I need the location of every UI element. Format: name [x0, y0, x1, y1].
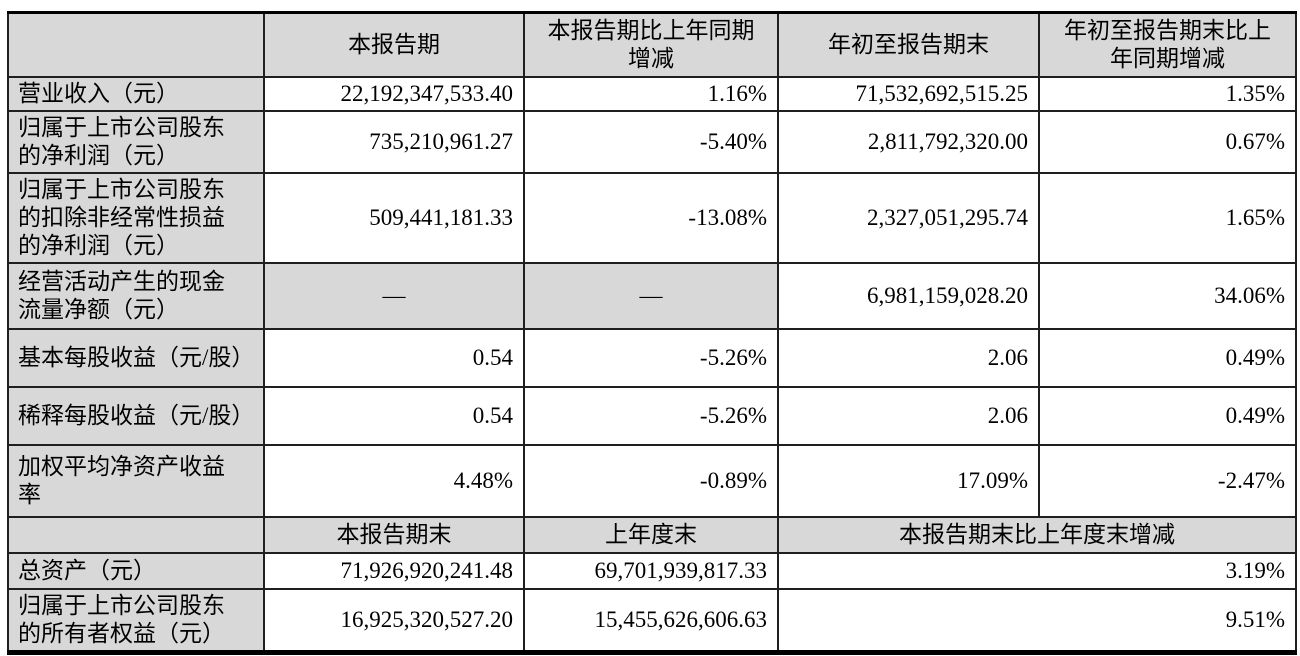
- column-header-current-period: 本报告期: [263, 11, 525, 78]
- value-cell: 1.65%: [1038, 171, 1297, 264]
- value-cell: -5.40%: [523, 109, 779, 174]
- column-header-yoy-change: 本报告期比上年同期增减: [523, 11, 779, 78]
- row-operating-cash-flow: 经营活动产生的现金流量净额（元） — — 6,981,159,028.20 34…: [7, 261, 1297, 330]
- value-cell: 69,701,939,817.33: [523, 551, 779, 590]
- value-cell: 17.09%: [777, 443, 1040, 518]
- value-cell: 6,981,159,028.20: [777, 261, 1040, 330]
- value-cell: 1.35%: [1038, 75, 1297, 112]
- value-cell: 71,532,692,515.25: [777, 75, 1040, 112]
- financial-summary-table: 本报告期 本报告期比上年同期增减 年初至报告期末 年初至报告期末比上年同期增减 …: [7, 11, 1297, 655]
- value-cell: 9.51%: [777, 587, 1297, 654]
- value-cell: 1.16%: [523, 75, 779, 112]
- value-cell: 0.54: [263, 385, 525, 446]
- value-cell: 3.19%: [777, 551, 1297, 590]
- value-cell: -0.89%: [523, 443, 779, 518]
- value-cell: 71,926,920,241.48: [263, 551, 525, 590]
- column-header-change-vs-prior-year-end: 本报告期末比上年度末增减: [777, 515, 1297, 554]
- value-cell: -2.47%: [1038, 443, 1297, 518]
- row-label: 总资产（元）: [7, 551, 265, 590]
- row-label: 归属于上市公司股东的净利润（元）: [7, 109, 265, 174]
- row-label: 稀释每股收益（元/股）: [7, 385, 265, 446]
- row-label: 归属于上市公司股东的所有者权益（元）: [7, 587, 265, 654]
- value-cell: 34.06%: [1038, 261, 1297, 330]
- value-cell: 0.49%: [1038, 385, 1297, 446]
- row-operating-revenue: 营业收入（元） 22,192,347,533.40 1.16% 71,532,6…: [7, 75, 1297, 112]
- column-header-ytd-yoy-change: 年初至报告期末比上年同期增减: [1038, 11, 1297, 78]
- value-cell: 16,925,320,527.20: [263, 587, 525, 654]
- value-cell: 2,811,792,320.00: [777, 109, 1040, 174]
- value-cell: 2,327,051,295.74: [777, 171, 1040, 264]
- value-cell: 0.67%: [1038, 109, 1297, 174]
- header-empty-cell: [7, 11, 265, 78]
- value-cell: 15,455,626,606.63: [523, 587, 779, 654]
- value-cell: -5.26%: [523, 385, 779, 446]
- row-label: 归属于上市公司股东的扣除非经常性损益的净利润（元）: [7, 171, 265, 264]
- value-cell: 0.49%: [1038, 327, 1297, 388]
- value-cell: 22,192,347,533.40: [263, 75, 525, 112]
- value-cell: 0.54: [263, 327, 525, 388]
- value-cell: 4.48%: [263, 443, 525, 518]
- row-label: 基本每股收益（元/股）: [7, 327, 265, 388]
- value-cell: 509,441,181.33: [263, 171, 525, 264]
- empty-dash-cell: —: [263, 261, 525, 330]
- value-cell: 2.06: [777, 327, 1040, 388]
- header-row-period-end: 本报告期末 上年度末 本报告期末比上年度末增减: [7, 515, 1297, 554]
- row-total-assets: 总资产（元） 71,926,920,241.48 69,701,939,817.…: [7, 551, 1297, 590]
- row-basic-eps: 基本每股收益（元/股） 0.54 -5.26% 2.06 0.49%: [7, 327, 1297, 388]
- empty-dash-cell: —: [523, 261, 779, 330]
- value-cell: 2.06: [777, 385, 1040, 446]
- column-header-prior-year-end: 上年度末: [523, 515, 779, 554]
- row-net-profit-excl-nonrecurring: 归属于上市公司股东的扣除非经常性损益的净利润（元） 509,441,181.33…: [7, 171, 1297, 264]
- column-header-period-end: 本报告期末: [263, 515, 525, 554]
- header-row-current-period: 本报告期 本报告期比上年同期增减 年初至报告期末 年初至报告期末比上年同期增减: [7, 11, 1297, 78]
- header-empty-cell: [7, 515, 265, 554]
- row-weighted-avg-roe: 加权平均净资产收益率 4.48% -0.89% 17.09% -2.47%: [7, 443, 1297, 518]
- value-cell: 735,210,961.27: [263, 109, 525, 174]
- value-cell: -5.26%: [523, 327, 779, 388]
- row-label: 加权平均净资产收益率: [7, 443, 265, 518]
- value-cell: -13.08%: [523, 171, 779, 264]
- row-diluted-eps: 稀释每股收益（元/股） 0.54 -5.26% 2.06 0.49%: [7, 385, 1297, 446]
- row-label: 营业收入（元）: [7, 75, 265, 112]
- column-header-ytd: 年初至报告期末: [777, 11, 1040, 78]
- row-net-profit-attributable: 归属于上市公司股东的净利润（元） 735,210,961.27 -5.40% 2…: [7, 109, 1297, 174]
- row-label: 经营活动产生的现金流量净额（元）: [7, 261, 265, 330]
- row-equity-attributable: 归属于上市公司股东的所有者权益（元） 16,925,320,527.20 15,…: [7, 587, 1297, 654]
